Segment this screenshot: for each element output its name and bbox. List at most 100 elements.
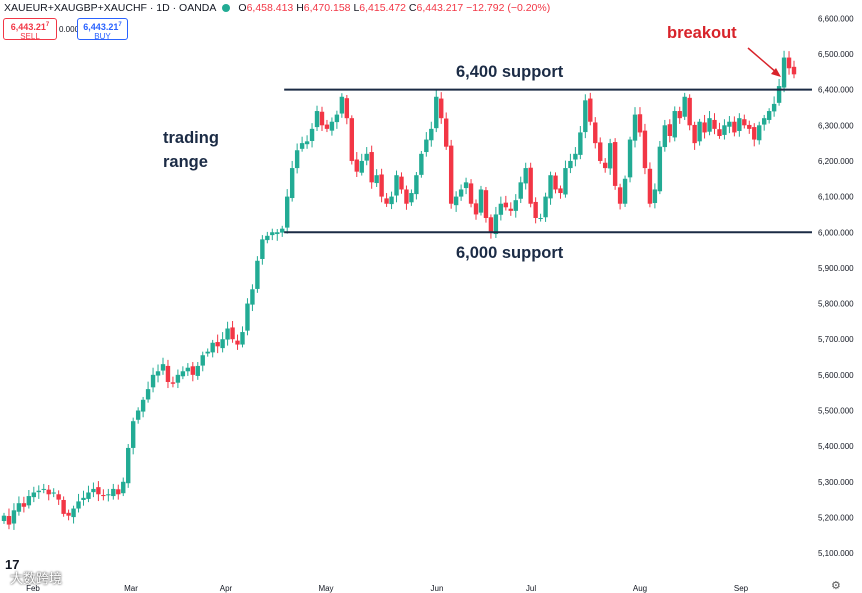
candle-body: [478, 189, 484, 213]
breakout-label: breakout: [667, 24, 737, 42]
candle-body: [424, 139, 429, 153]
candle-body: [662, 125, 668, 148]
symbol-title: XAUEUR+XAUGBP+XAUCHF · 1D · OANDA: [4, 2, 217, 14]
candle-body: [414, 175, 419, 195]
candle-body: [379, 174, 384, 197]
candle-body: [26, 496, 32, 506]
candle-body: [354, 159, 359, 172]
candle-body: [56, 494, 61, 500]
y-tick-label: 5,200.000: [818, 513, 854, 522]
candle-body: [86, 492, 91, 499]
candle-body: [453, 196, 459, 206]
candle-body: [687, 97, 692, 126]
candle-body: [255, 260, 260, 289]
candle-body: [776, 86, 782, 103]
candle-body: [111, 488, 116, 497]
candle-body: [667, 124, 672, 136]
gear-icon[interactable]: ⚙: [831, 580, 841, 592]
candle-body: [170, 382, 176, 384]
candle-body: [727, 121, 732, 127]
candle-body: [195, 365, 200, 376]
candle-body: [294, 150, 300, 169]
x-tick-label: Aug: [633, 584, 647, 593]
y-tick-label: 6,300.000: [818, 121, 854, 130]
candle-body: [642, 130, 648, 169]
trading-range-label-1: trading: [163, 129, 219, 147]
candle-body: [175, 374, 181, 383]
sell-button[interactable]: 6,443.217 SELL: [3, 18, 57, 41]
candle-body: [280, 228, 285, 233]
candle-body: [538, 217, 543, 219]
candle-body: [389, 196, 394, 205]
candle-body: [150, 374, 156, 388]
candle-body: [16, 503, 22, 512]
candle-body: [399, 176, 404, 190]
candle-body: [702, 122, 707, 133]
candle-body: [652, 189, 658, 204]
price-axis: 6,600.000 6,500.000 6,400.000 6,300.000 6,20…: [818, 14, 854, 558]
buy-button[interactable]: 6,443.217 BUY: [77, 18, 128, 41]
candle-body: [61, 499, 66, 514]
candle-body: [707, 118, 712, 132]
y-tick-label: 6,200.000: [818, 157, 854, 166]
candle-body: [116, 489, 121, 495]
y-tick-label: 5,800.000: [818, 300, 854, 309]
breakout-arrow-head: [771, 68, 781, 77]
candle-body: [230, 327, 235, 340]
candle-body: [732, 121, 737, 133]
candle-body: [71, 508, 76, 518]
time-axis: Feb Mar Apr May Jun Jul Aug Sep: [26, 584, 749, 593]
candle-body: [543, 196, 548, 218]
candle-body: [528, 167, 533, 204]
candle-body: [473, 203, 479, 215]
candle-body: [563, 168, 568, 195]
candle-body: [319, 111, 325, 126]
support-top-label: 6,400 support: [456, 63, 564, 81]
candle-body: [409, 193, 414, 203]
candle-body: [598, 142, 603, 161]
candle-body: [285, 196, 290, 228]
candle-body: [215, 342, 220, 347]
candle-body: [508, 208, 513, 211]
candle-body: [165, 365, 171, 382]
candle-body: [498, 203, 504, 215]
candle-body: [647, 168, 653, 204]
candle-body: [588, 98, 593, 122]
y-tick-label: 5,100.000: [818, 549, 854, 558]
candle-body: [334, 114, 340, 123]
candle-body: [439, 98, 444, 119]
candle-body: [573, 153, 578, 160]
change-value: −12.792 (−0.20%): [466, 2, 551, 14]
candle-body: [717, 129, 722, 136]
y-tick-label: 5,300.000: [818, 478, 854, 487]
candle-body: [607, 143, 613, 169]
candle-body: [344, 98, 350, 119]
candle-body: [503, 202, 509, 208]
candle-body: [200, 355, 205, 366]
candle-body: [761, 118, 767, 125]
candle-body: [250, 289, 255, 305]
candle-body: [140, 399, 146, 412]
tradingview-logo[interactable]: 17: [5, 557, 20, 572]
candle-body: [404, 189, 409, 204]
candle-body: [593, 122, 598, 144]
candle-body: [448, 145, 454, 204]
candle-body: [394, 175, 399, 196]
candle-body: [270, 232, 275, 236]
candle-body: [245, 303, 250, 331]
candle-body: [444, 118, 449, 147]
breakout-arrow-shaft: [747, 47, 778, 74]
candle-body: [21, 503, 27, 507]
candle-body: [36, 490, 41, 493]
candle-body: [31, 492, 37, 498]
candle-body: [314, 111, 320, 128]
candle-body: [51, 492, 56, 494]
candle-body: [771, 103, 777, 112]
x-tick-label: Jun: [431, 584, 444, 593]
candle-body: [786, 57, 792, 69]
candle-body: [627, 139, 633, 178]
candle-body: [493, 214, 499, 235]
candle-body: [632, 114, 638, 141]
trading-range-label-2: range: [163, 153, 208, 171]
